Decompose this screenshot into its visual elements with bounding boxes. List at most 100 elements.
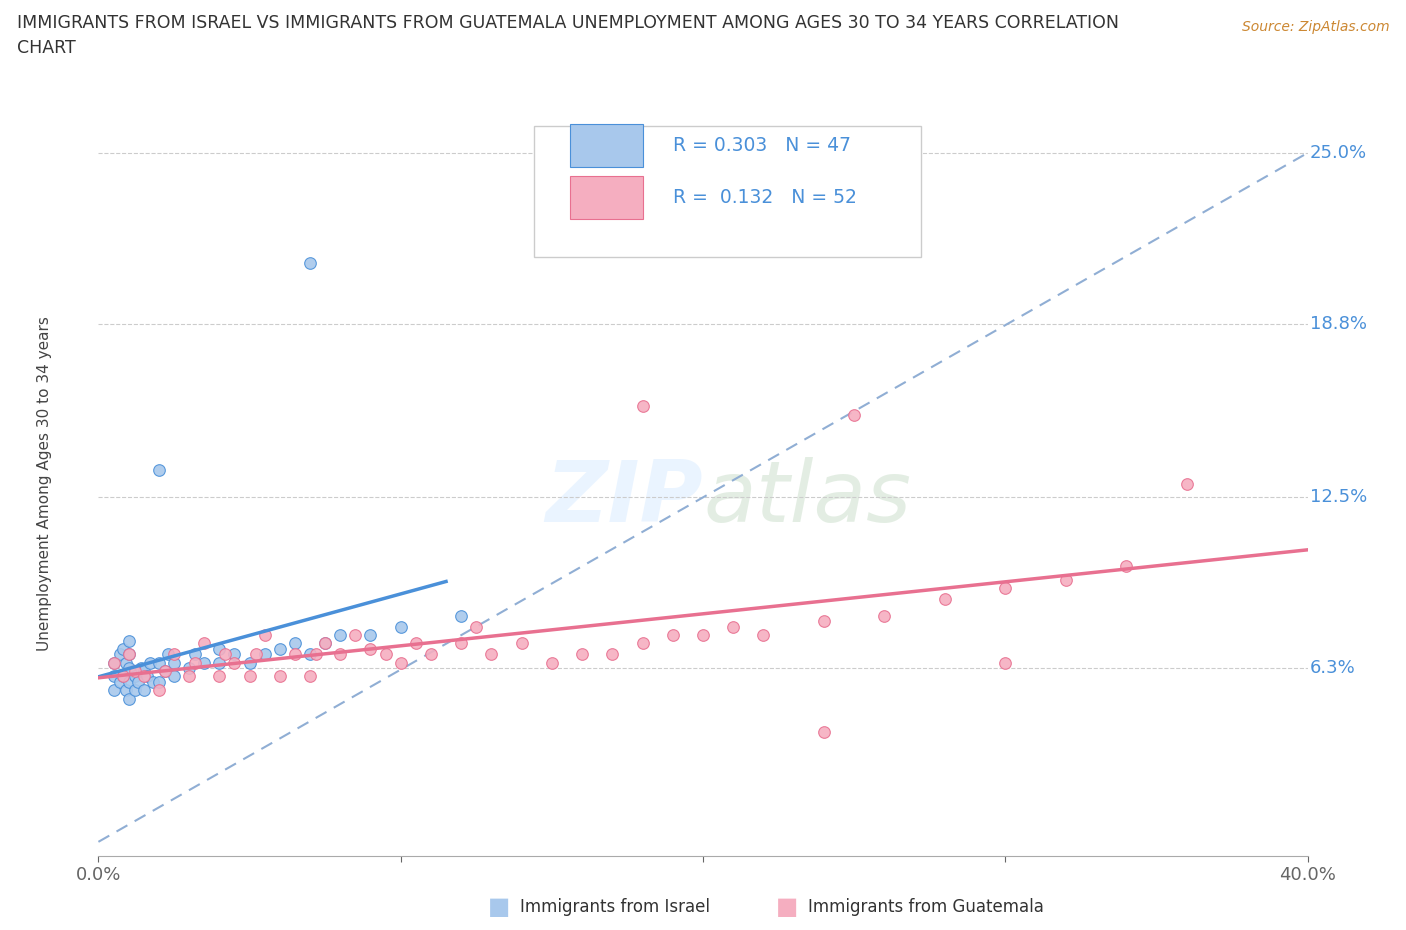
Point (132, 683, 155, 698)
Point (1115, 559, 1137, 574)
Point (360, 628, 382, 643)
Point (314, 636, 336, 651)
Point (114, 683, 136, 698)
Text: IMMIGRANTS FROM ISRAEL VS IMMIGRANTS FROM GUATEMALA UNEMPLOYMENT AMONG AGES 30 T: IMMIGRANTS FROM ISRAEL VS IMMIGRANTS FRO… (17, 14, 1119, 32)
Point (314, 636, 336, 651)
Point (329, 628, 352, 643)
Point (142, 674, 165, 689)
Point (245, 647, 267, 662)
Point (450, 608, 472, 623)
Point (269, 669, 291, 684)
Point (374, 647, 396, 662)
Point (450, 636, 472, 651)
Point (208, 656, 231, 671)
Point (148, 462, 170, 477)
Text: 25.0%: 25.0% (1310, 144, 1367, 162)
Point (420, 647, 443, 662)
Point (299, 256, 322, 271)
Point (208, 669, 231, 684)
Point (118, 633, 141, 648)
Point (129, 661, 152, 676)
Point (224, 647, 246, 662)
Point (184, 656, 207, 671)
Point (153, 663, 176, 678)
Point (602, 647, 624, 662)
Point (139, 656, 162, 671)
Point (103, 683, 125, 698)
Point (752, 628, 775, 643)
Text: 18.8%: 18.8% (1310, 314, 1367, 333)
Point (299, 647, 322, 662)
Point (994, 581, 1017, 596)
Text: CHART: CHART (17, 39, 76, 57)
Point (813, 724, 835, 739)
Point (103, 656, 125, 671)
Point (148, 683, 170, 698)
Point (284, 647, 307, 662)
Point (118, 661, 141, 676)
Point (994, 656, 1017, 671)
Point (934, 591, 956, 606)
Point (118, 647, 141, 662)
Point (132, 669, 155, 684)
Point (111, 669, 134, 684)
Point (163, 656, 186, 671)
Point (389, 619, 412, 634)
Point (239, 669, 262, 684)
Point (631, 636, 654, 651)
Point (360, 642, 382, 657)
Point (1175, 476, 1198, 491)
Text: 12.5%: 12.5% (1310, 488, 1367, 506)
Point (540, 656, 562, 671)
Point (661, 628, 683, 643)
Point (148, 656, 170, 671)
Text: R =  0.132   N = 52: R = 0.132 N = 52 (673, 189, 856, 207)
Point (103, 669, 125, 684)
Text: Unemployment Among Ages 30 to 34 years: Unemployment Among Ages 30 to 34 years (37, 316, 52, 651)
Point (253, 628, 276, 643)
Point (135, 669, 157, 684)
Point (873, 608, 896, 623)
Text: Immigrants from Israel: Immigrants from Israel (520, 897, 710, 916)
Point (163, 669, 186, 684)
Point (329, 647, 352, 662)
Point (179, 661, 201, 676)
Point (108, 674, 131, 689)
Point (481, 647, 503, 662)
Point (153, 663, 176, 678)
Text: Source: ZipAtlas.com: Source: ZipAtlas.com (1241, 20, 1389, 34)
Text: Immigrants from Guatemala: Immigrants from Guatemala (808, 897, 1045, 916)
Point (723, 619, 745, 634)
Point (118, 674, 141, 689)
Point (111, 669, 134, 684)
Point (405, 636, 427, 651)
Point (118, 691, 141, 706)
Point (111, 642, 134, 657)
Point (108, 647, 131, 662)
Point (344, 628, 367, 643)
Text: atlas: atlas (703, 457, 911, 540)
Text: 6.3%: 6.3% (1310, 659, 1355, 677)
Point (269, 642, 291, 657)
Point (193, 656, 215, 671)
Point (239, 656, 262, 671)
Point (631, 399, 654, 414)
Point (305, 647, 328, 662)
Point (208, 642, 231, 657)
Point (253, 647, 276, 662)
Point (284, 636, 307, 651)
Text: R = 0.303   N = 47: R = 0.303 N = 47 (673, 137, 851, 155)
Point (163, 647, 186, 662)
Point (179, 669, 201, 684)
Point (224, 656, 246, 671)
Point (124, 663, 146, 678)
Point (193, 636, 215, 651)
Point (214, 647, 236, 662)
Point (127, 674, 149, 689)
Point (148, 674, 170, 689)
Point (813, 614, 835, 629)
FancyBboxPatch shape (534, 126, 921, 257)
FancyBboxPatch shape (569, 177, 643, 219)
Point (510, 636, 533, 651)
Point (156, 647, 179, 662)
